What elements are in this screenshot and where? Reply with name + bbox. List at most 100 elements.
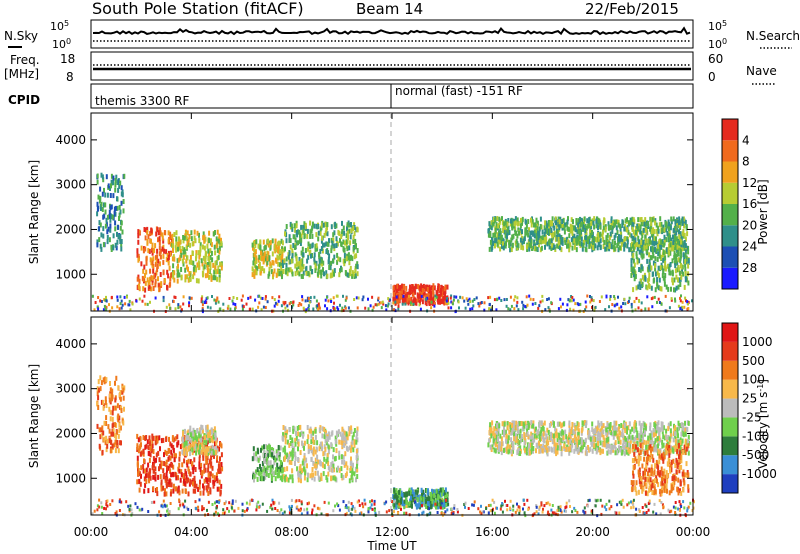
echo-cell (602, 229, 604, 235)
echo-cell (554, 236, 557, 242)
echo-cell (220, 265, 223, 271)
echo-cell (567, 216, 569, 222)
echo-cell (411, 284, 414, 289)
echo-cell (111, 306, 114, 310)
echo-cell (208, 434, 211, 440)
echo-cell (187, 466, 190, 472)
echo-cell (204, 299, 207, 303)
echo-cell (682, 252, 685, 258)
echo-cell (500, 299, 503, 302)
echo-cell (136, 462, 139, 468)
echo-cell (170, 482, 173, 488)
echo-cell (309, 473, 312, 479)
echo-cell (120, 239, 123, 244)
echo-cell (438, 490, 441, 496)
echo-cell (167, 260, 170, 266)
echo-cell (149, 257, 152, 263)
echo-cell (202, 231, 205, 237)
echo-cell (282, 263, 284, 268)
echo-cell (605, 294, 608, 298)
echo-cell (490, 308, 492, 312)
y-tick-label: 3000 (55, 178, 86, 192)
echo-cell (206, 424, 209, 430)
echo-cell (169, 306, 172, 310)
echo-cell (475, 296, 478, 300)
echo-cell (213, 244, 216, 250)
echo-cell (521, 220, 523, 226)
echo-cell (356, 264, 359, 270)
echo-cell (116, 231, 118, 237)
echo-cell (350, 444, 353, 450)
echo-cell (310, 439, 313, 445)
echo-cell (582, 420, 585, 426)
echo-cell (154, 278, 157, 284)
echo-cell (512, 233, 515, 239)
echo-cell (277, 245, 280, 251)
echo-cell (516, 217, 519, 223)
echo-cell (174, 296, 177, 299)
colorbar-tick-label: 24 (742, 240, 757, 254)
echo-cell (412, 286, 415, 292)
echo-cell (109, 186, 111, 191)
echo-cell (253, 473, 256, 479)
echo-cell (535, 235, 538, 241)
echo-cell (624, 436, 627, 441)
echo-cell (292, 303, 295, 307)
echo-cell (149, 446, 152, 452)
echo-cell (173, 270, 176, 276)
echo-cell (681, 268, 683, 274)
echo-cell (675, 230, 678, 236)
echo-cell (169, 441, 172, 447)
echo-cell (446, 493, 449, 499)
echo-cell (594, 243, 597, 249)
echo-cell (550, 228, 553, 233)
echo-cell (670, 445, 673, 451)
echo-cell (114, 226, 117, 232)
echo-cell (400, 499, 402, 505)
echo-cell (683, 305, 686, 309)
echo-cell (323, 456, 326, 462)
echo-cell (333, 271, 335, 277)
echo-cell (651, 240, 654, 246)
echo-cell (592, 242, 595, 247)
echo-cell (676, 260, 679, 266)
echo-cell (344, 270, 347, 275)
echo-cell (420, 289, 422, 294)
echo-cell (331, 460, 334, 466)
echo-cell (283, 445, 286, 451)
echo-cell (501, 429, 504, 435)
echo-cell (112, 428, 115, 434)
echo-cell (683, 232, 686, 238)
echo-cell (209, 477, 212, 483)
echo-cell (581, 246, 584, 252)
echo-cell (108, 438, 111, 444)
echo-cell (632, 266, 635, 272)
echo-cell (345, 239, 348, 245)
echo-cell (651, 296, 654, 300)
echo-cell (504, 220, 507, 226)
echo-cell (251, 266, 254, 272)
echo-cell (633, 233, 636, 239)
echo-cell (189, 459, 192, 465)
echo-cell (590, 439, 593, 445)
echo-cell (182, 235, 185, 240)
echo-cell (338, 272, 341, 278)
echo-cell (402, 297, 404, 302)
echo-cell (674, 268, 677, 274)
echo-cell (300, 478, 302, 484)
echo-cell (612, 244, 615, 250)
echo-cell (119, 225, 122, 231)
echo-cell (218, 479, 221, 485)
echo-cell (427, 501, 430, 506)
echo-cell (191, 447, 194, 453)
echo-cell (343, 462, 346, 468)
echo-cell (333, 230, 336, 236)
echo-cell (531, 437, 534, 443)
echo-cell (273, 244, 276, 250)
echo-cell (652, 253, 655, 259)
echo-cell (316, 454, 319, 460)
echo-cell (169, 241, 172, 247)
echo-cell (344, 306, 347, 310)
echo-cell (188, 428, 191, 434)
echo-cell (214, 435, 217, 441)
